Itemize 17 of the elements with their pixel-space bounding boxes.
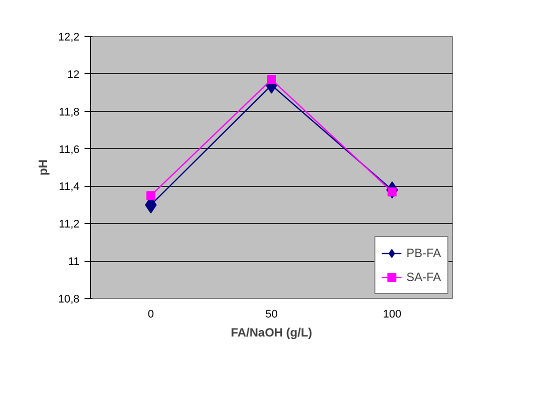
y-tick-label: 12,2 [58,32,80,44]
point [267,75,276,84]
x-axis-title: FA/NaOH (g/L) [230,326,312,340]
x-tick-label: 100 [382,308,402,320]
point [146,191,156,200]
y-axis-title: pH [36,160,50,176]
y-tick-label: 11,6 [58,144,80,156]
y-tick-label: 11 [68,256,80,268]
legend-label: PB-FA [406,246,441,260]
y-tick-label: 12 [67,68,80,81]
y-tick-label: 10,8 [58,294,80,306]
y-tick-label: 11,4 [58,181,80,194]
legend-label: SA-FA [406,270,441,284]
y-tick-label: 11,2 [58,218,80,231]
y-tick-label: 11,8 [58,106,80,118]
x-tick-label: 50 [265,308,278,320]
x-tick-label: 0 [148,308,154,320]
